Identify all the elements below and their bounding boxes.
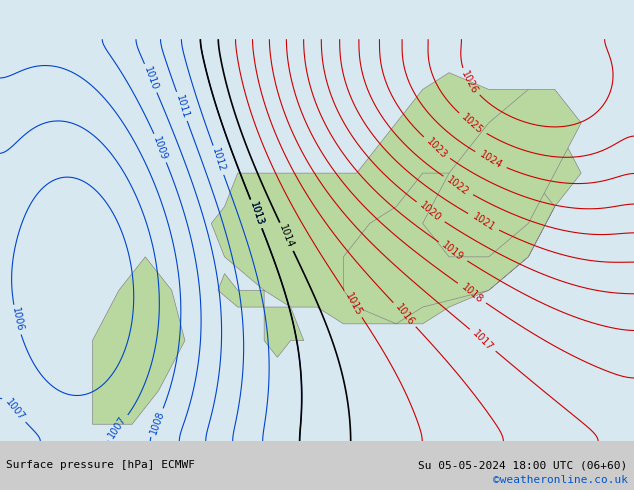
Text: 1021: 1021 <box>470 211 496 233</box>
Text: 1007: 1007 <box>107 415 128 441</box>
Text: 1006: 1006 <box>10 307 24 333</box>
Polygon shape <box>264 307 304 357</box>
Polygon shape <box>423 89 581 257</box>
Text: 1008: 1008 <box>148 410 166 436</box>
Text: 1018: 1018 <box>459 281 484 305</box>
Text: 1025: 1025 <box>460 112 485 136</box>
Text: 1017: 1017 <box>470 328 495 352</box>
Text: 1020: 1020 <box>418 200 443 224</box>
Text: 1026: 1026 <box>460 69 480 96</box>
Text: 1024: 1024 <box>477 149 503 171</box>
Text: 1012: 1012 <box>210 147 227 173</box>
Text: 1023: 1023 <box>424 136 449 160</box>
Text: 1014: 1014 <box>277 223 295 250</box>
Text: 1019: 1019 <box>440 240 465 263</box>
Text: 1016: 1016 <box>393 302 416 327</box>
Text: Su 05-05-2024 18:00 UTC (06+60): Su 05-05-2024 18:00 UTC (06+60) <box>418 461 628 470</box>
Text: 1011: 1011 <box>174 93 190 120</box>
Text: 1007: 1007 <box>3 397 27 422</box>
Text: Surface pressure [hPa] ECMWF: Surface pressure [hPa] ECMWF <box>6 461 195 470</box>
Text: 1013: 1013 <box>248 201 265 227</box>
Text: 1013: 1013 <box>248 201 265 227</box>
Text: ©weatheronline.co.uk: ©weatheronline.co.uk <box>493 475 628 485</box>
Text: 1010: 1010 <box>142 65 160 92</box>
Polygon shape <box>93 257 185 424</box>
Polygon shape <box>211 73 581 324</box>
Text: 1015: 1015 <box>343 291 363 317</box>
Text: 1009: 1009 <box>152 135 169 161</box>
Text: 1022: 1022 <box>445 174 471 197</box>
